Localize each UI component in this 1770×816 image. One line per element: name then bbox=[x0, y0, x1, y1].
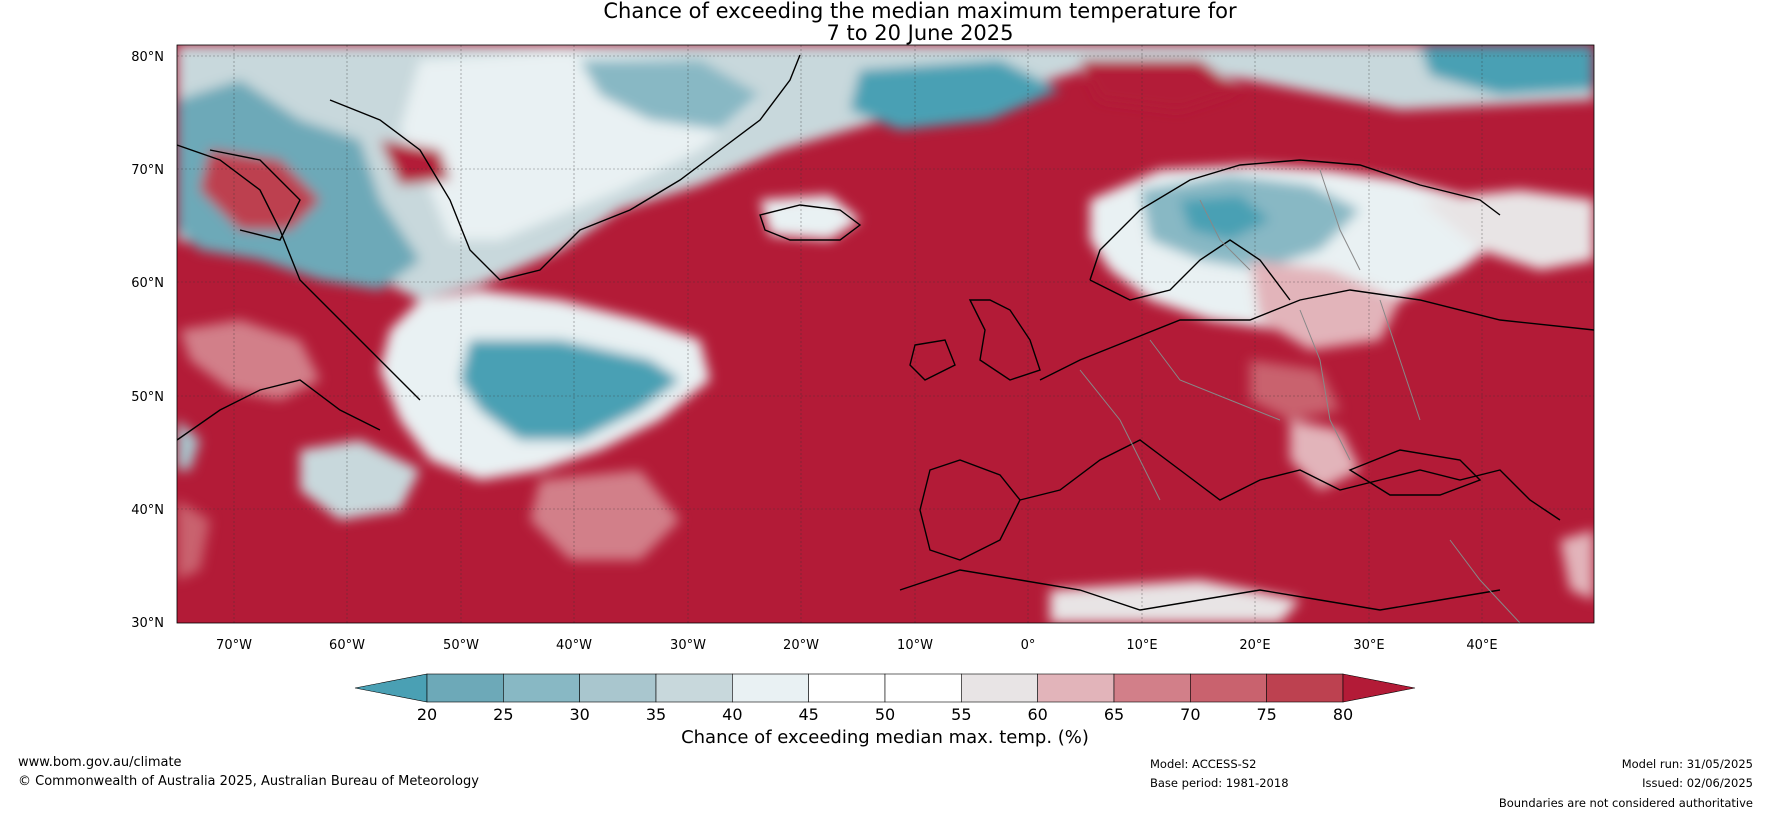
lon-label-30w: 30°W bbox=[670, 638, 706, 653]
colorbar-cell bbox=[1190, 673, 1267, 703]
colorbar-cell bbox=[503, 673, 580, 703]
latitude-axis: 80°N 70°N 60°N 50°N 40°N 30°N bbox=[131, 50, 164, 631]
lat-label-80n: 80°N bbox=[131, 50, 164, 65]
coastlines bbox=[177, 54, 1594, 611]
footer-issued: Issued: 02/06/2025 bbox=[1642, 776, 1753, 790]
colorbar-cell bbox=[808, 673, 886, 703]
lat-label-40n: 40°N bbox=[131, 503, 164, 518]
lat-label-60n: 60°N bbox=[131, 276, 164, 291]
colorbar-tick-label: 60 bbox=[1027, 705, 1047, 724]
footer-base-period: Base period: 1981-2018 bbox=[1150, 776, 1289, 790]
footer-disclaimer: Boundaries are not considered authoritat… bbox=[1498, 796, 1753, 810]
colorbar-tick-label: 20 bbox=[417, 705, 437, 724]
colorbar-tick-label: 75 bbox=[1256, 705, 1276, 724]
probability-field bbox=[177, 45, 1594, 623]
colorbar: 20 25 30 35 40 45 50 55 60 65 70 75 80 bbox=[354, 673, 1416, 724]
colorbar-tick-label: 50 bbox=[875, 705, 895, 724]
lon-label-50w: 50°W bbox=[443, 638, 479, 653]
lon-label-10e: 10°E bbox=[1126, 638, 1157, 653]
lon-label-70w: 70°W bbox=[216, 638, 252, 653]
map-title-line2: 7 to 20 June 2025 bbox=[826, 21, 1014, 45]
lon-label-30e: 30°E bbox=[1353, 638, 1384, 653]
colorbar-cell bbox=[655, 673, 733, 703]
lon-label-0: 0° bbox=[1021, 638, 1036, 653]
colorbar-under-arrow bbox=[354, 673, 428, 703]
colorbar-title: Chance of exceeding median max. temp. (%… bbox=[681, 727, 1089, 748]
colorbar-tick-label: 25 bbox=[493, 705, 513, 724]
longitude-axis: 70°W 60°W 50°W 40°W 30°W 20°W 10°W 0° 10… bbox=[216, 638, 1498, 653]
colorbar-over-arrow bbox=[1342, 673, 1416, 703]
colorbar-tick-label: 65 bbox=[1104, 705, 1124, 724]
colorbar-cell bbox=[579, 673, 657, 703]
lon-label-10w: 10°W bbox=[897, 638, 933, 653]
colorbar-cell bbox=[426, 673, 504, 703]
colorbar-tick-label: 55 bbox=[951, 705, 971, 724]
lon-label-20w: 20°W bbox=[783, 638, 819, 653]
lon-label-20e: 20°E bbox=[1239, 638, 1270, 653]
footer-copyright: © Commonwealth of Australia 2025, Austra… bbox=[18, 774, 479, 789]
colorbar-tick-label: 35 bbox=[646, 705, 666, 724]
colorbar-cell bbox=[884, 673, 962, 703]
colorbar-tick-label: 30 bbox=[569, 705, 589, 724]
colorbar-cell bbox=[961, 673, 1038, 703]
colorbar-tick-label: 80 bbox=[1333, 705, 1353, 724]
colorbar-tick-label: 45 bbox=[798, 705, 818, 724]
colorbar-tick-label: 40 bbox=[722, 705, 742, 724]
country-borders bbox=[1079, 169, 1521, 623]
footer-model-run: Model run: 31/05/2025 bbox=[1621, 757, 1753, 771]
map-title-line1: Chance of exceeding the median maximum t… bbox=[603, 0, 1237, 23]
lat-label-50n: 50°N bbox=[131, 390, 164, 405]
lon-label-40w: 40°W bbox=[556, 638, 592, 653]
colorbar-tick-label: 70 bbox=[1180, 705, 1200, 724]
footer-website: www.bom.gov.au/climate bbox=[18, 755, 182, 770]
colorbar-cell bbox=[732, 673, 809, 703]
lat-label-30n: 30°N bbox=[131, 616, 164, 631]
colorbar-cell bbox=[1037, 673, 1115, 703]
footer-model: Model: ACCESS-S2 bbox=[1150, 757, 1257, 771]
colorbar-cell bbox=[1266, 673, 1344, 703]
colorbar-cell bbox=[1113, 673, 1191, 703]
lon-label-60w: 60°W bbox=[329, 638, 365, 653]
lon-label-40e: 40°E bbox=[1466, 638, 1497, 653]
lat-label-70n: 70°N bbox=[131, 163, 164, 178]
graticule bbox=[177, 45, 1594, 623]
